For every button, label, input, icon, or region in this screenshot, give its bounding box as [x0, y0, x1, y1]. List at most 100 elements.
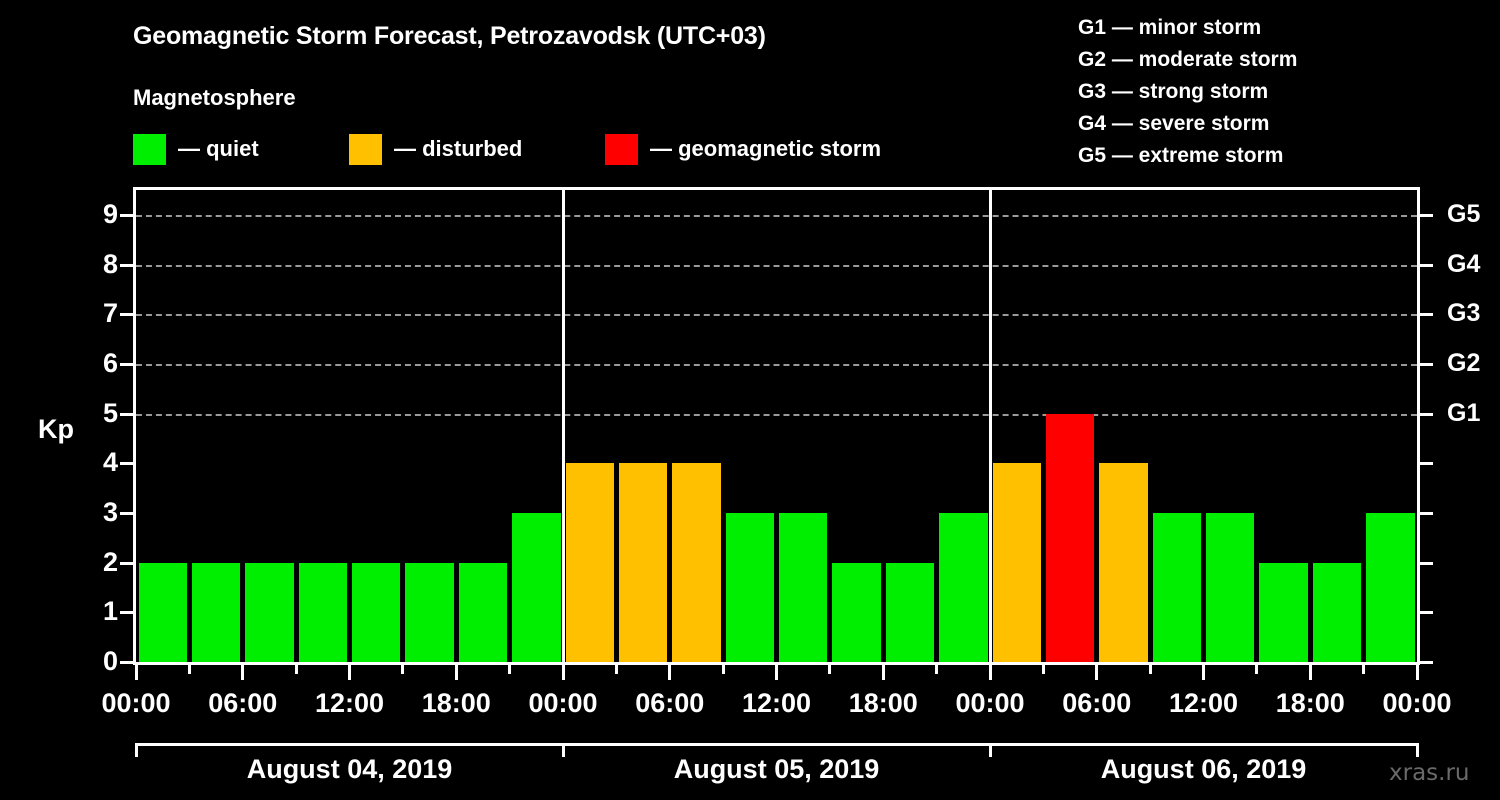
legend-swatch-quiet-icon [133, 133, 166, 165]
bar [565, 463, 614, 662]
legend-swatch-storm-icon [605, 133, 638, 165]
x-tick-major [348, 665, 351, 680]
bar [1152, 512, 1201, 662]
bar [1312, 562, 1362, 662]
y-tick-mark [120, 213, 133, 217]
legend-label: — quiet [178, 136, 259, 161]
y-tick-mark-right [1420, 263, 1433, 267]
day-separator [988, 190, 992, 662]
bar [939, 512, 988, 662]
x-tick-major [561, 665, 565, 680]
y-tick-mark [120, 263, 133, 267]
g-scale-legend: G1 — minor storm G2 — moderate storm G3 — … [1078, 12, 1297, 172]
x-tick-minor [1041, 665, 1045, 674]
x-tick-minor [1255, 665, 1259, 674]
day-label: August 05, 2019 [673, 754, 880, 784]
g-scale-line-1: G1 — minor storm [1078, 16, 1262, 39]
y-tick-label-0: 0 [102, 646, 118, 676]
x-tick-minor [1148, 665, 1152, 674]
g-axis-label-G4: G4 [1447, 249, 1481, 278]
y-axis-title: Kp [38, 414, 74, 444]
y-tick-mark-right [1420, 362, 1433, 366]
x-tick-major [454, 665, 458, 680]
x-tick-minor [828, 665, 832, 674]
x-tick-major [241, 665, 245, 680]
x-tick-label: 00:00 [528, 688, 598, 718]
g-scale-line-4: G4 — severe storm [1078, 112, 1270, 135]
y-tick-label-2: 2 [102, 546, 118, 577]
watermark: xras.ru [1389, 760, 1470, 786]
gridline-kp-7 [136, 314, 1417, 317]
chart-subtitle: Magnetosphere [133, 85, 296, 110]
x-tick-label: 00:00 [955, 688, 1025, 718]
legend-label: — disturbed [394, 136, 523, 161]
plot-area [133, 187, 1420, 665]
y-tick-label-7: 7 [102, 298, 118, 329]
g-scale-line-2: G2 — moderate storm [1078, 48, 1298, 71]
x-tick-major [1202, 665, 1205, 680]
x-tick-minor [401, 665, 405, 674]
x-tick-label: 18:00 [848, 688, 918, 718]
legend-item-disturbed: — disturbed [349, 133, 522, 165]
y-tick-mark [120, 313, 133, 317]
y-tick-mark [120, 362, 133, 366]
x-tick-label: 00:00 [1382, 688, 1452, 718]
y-tick-mark-right [1420, 561, 1433, 565]
y-tick-mark-right [1420, 412, 1433, 416]
x-tick-major [988, 665, 992, 680]
x-tick-label: 12:00 [314, 688, 385, 718]
legend-item-storm: — geomagnetic storm [605, 133, 881, 165]
bar [1259, 562, 1308, 662]
y-tick-mark-right [1420, 611, 1433, 615]
legend-item-quiet: — quiet [133, 133, 259, 165]
bar [191, 562, 241, 662]
x-tick-minor [614, 665, 618, 674]
day-range-cap [561, 743, 565, 757]
y-tick-mark [120, 511, 133, 515]
x-tick-minor [187, 665, 191, 674]
bar [298, 562, 347, 662]
day-range-line [990, 743, 1417, 746]
y-tick-label-8: 8 [102, 248, 118, 279]
x-tick-major [1308, 665, 1312, 680]
x-tick-minor [508, 665, 512, 674]
x-tick-label: 12:00 [741, 688, 812, 718]
g-axis-label-G2: G2 [1447, 348, 1481, 377]
bar [138, 562, 187, 662]
legend-label: — geomagnetic storm [650, 136, 882, 161]
y-tick-mark [120, 462, 133, 466]
day-label: August 04, 2019 [246, 754, 453, 784]
y-tick-label-1: 1 [102, 596, 118, 627]
legend-swatch-disturbed-icon [349, 133, 382, 165]
bar [1045, 413, 1095, 662]
page-title: Geomagnetic Storm Forecast, Petrozavodsk… [133, 22, 766, 50]
y-tick-mark-right [1420, 462, 1433, 466]
day-range-cap [134, 743, 138, 757]
y-tick-mark [120, 561, 133, 565]
x-tick-minor [1362, 665, 1366, 674]
bar [1099, 463, 1148, 662]
x-tick-label: 06:00 [635, 688, 705, 718]
y-tick-mark [120, 611, 133, 615]
day-range-cap [988, 743, 992, 757]
x-tick-label: 06:00 [1062, 688, 1132, 718]
day-range-line [563, 743, 990, 746]
bar [885, 562, 935, 662]
x-tick-label: 00:00 [101, 688, 171, 718]
gridline-kp-5 [136, 413, 1417, 416]
day-range-line [136, 743, 563, 746]
y-tick-label-4: 4 [102, 447, 118, 478]
g-axis-label-G1: G1 [1447, 398, 1481, 427]
x-tick-label: 06:00 [208, 688, 278, 718]
x-tick-label: 18:00 [1275, 688, 1345, 718]
x-tick-minor [935, 665, 939, 674]
y-tick-mark [120, 412, 133, 416]
day-label: August 06, 2019 [1100, 754, 1307, 784]
bar [458, 562, 508, 662]
g-scale-line-5: G5 — extreme storm [1078, 144, 1284, 167]
x-tick-major [668, 665, 672, 680]
bar [832, 562, 881, 662]
bar [779, 512, 828, 662]
g-axis-label-G3: G3 [1447, 299, 1481, 328]
